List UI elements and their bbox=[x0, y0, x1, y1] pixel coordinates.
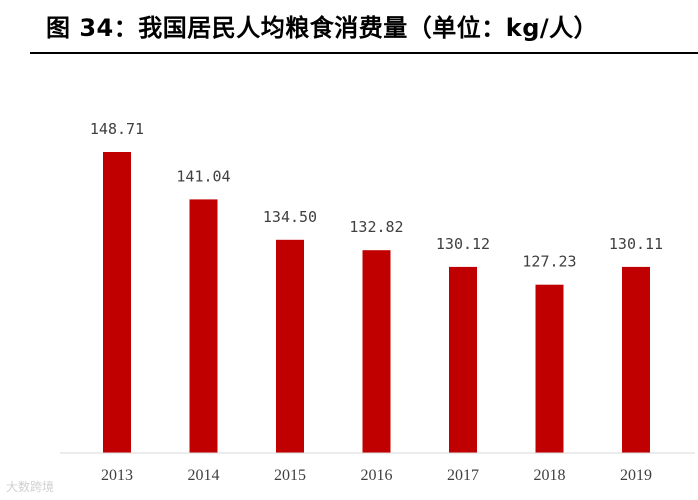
bar-2018 bbox=[535, 284, 564, 453]
bar-2016 bbox=[362, 250, 391, 453]
value-label-2019: 130.11 bbox=[609, 235, 663, 253]
x-tick-labels-group: 2013 2014 2015 2016 2017 2018 2019 bbox=[101, 467, 652, 484]
title-divider bbox=[30, 52, 698, 54]
chart-title: 图 34：我国居民人均粮食消费量（单位：kg/人） bbox=[46, 14, 599, 42]
value-label-2016: 132.82 bbox=[349, 218, 403, 236]
x-tick-label-2016: 2016 bbox=[361, 467, 393, 484]
bar-2015 bbox=[276, 239, 304, 453]
bar-2019 bbox=[622, 266, 650, 453]
x-tick-label-2015: 2015 bbox=[274, 467, 306, 484]
value-label-2018: 127.23 bbox=[522, 253, 576, 271]
value-label-2013: 148.71 bbox=[90, 120, 144, 138]
value-labels-group: 148.71 141.04 134.50 132.82 130.12 127.23 130.… bbox=[90, 120, 663, 271]
x-tick-label-2013: 2013 bbox=[101, 467, 133, 484]
watermark: 大数跨境 bbox=[6, 480, 55, 494]
value-label-2017: 130.12 bbox=[436, 235, 490, 253]
bar-2013 bbox=[103, 152, 131, 453]
value-label-2015: 134.50 bbox=[263, 208, 317, 226]
value-label-2014: 141.04 bbox=[176, 167, 230, 185]
x-tick-label-2017: 2017 bbox=[447, 467, 479, 484]
bars-group bbox=[103, 152, 650, 453]
x-tick-label-2019: 2019 bbox=[620, 467, 652, 484]
x-tick-label-2014: 2014 bbox=[188, 467, 220, 484]
bar-2014 bbox=[189, 199, 218, 453]
x-tick-label-2018: 2018 bbox=[534, 467, 566, 484]
bar-2017 bbox=[449, 266, 477, 453]
